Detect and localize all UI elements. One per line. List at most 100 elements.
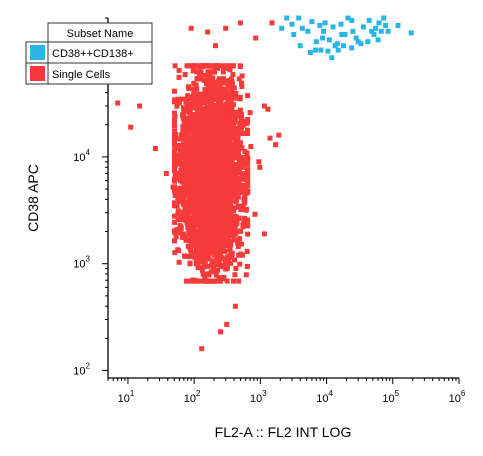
data-point	[228, 188, 234, 194]
data-point	[172, 250, 178, 256]
data-point	[206, 192, 212, 198]
data-point	[217, 137, 223, 143]
data-point	[349, 45, 355, 51]
data-point	[238, 228, 243, 234]
data-point	[183, 169, 189, 174]
data-point	[240, 174, 246, 180]
data-point	[213, 259, 219, 264]
x-tick-base: 10	[250, 393, 262, 405]
data-point	[217, 202, 223, 208]
legend-label-cd38-cd138: CD38++CD138+	[52, 48, 134, 60]
data-point	[256, 159, 262, 165]
data-point	[385, 28, 391, 34]
data-point	[307, 50, 313, 55]
y-tick-base: 10	[73, 152, 85, 164]
data-point	[225, 153, 231, 159]
data-point	[236, 215, 242, 221]
data-point	[240, 222, 246, 228]
data-point	[230, 148, 236, 154]
data-point	[196, 140, 202, 146]
data-point	[231, 196, 237, 202]
data-point	[222, 228, 228, 234]
data-point	[235, 132, 241, 138]
data-point	[338, 21, 344, 27]
data-point	[201, 264, 207, 270]
data-point	[241, 159, 247, 165]
data-point	[196, 187, 201, 193]
data-point	[180, 209, 186, 215]
x-tick-base: 10	[118, 393, 130, 405]
data-point	[200, 168, 206, 173]
data-point	[183, 99, 189, 105]
data-point	[238, 125, 244, 131]
data-point	[233, 163, 239, 169]
series-cd38-cd138	[279, 15, 414, 61]
data-point	[227, 83, 233, 89]
data-point	[184, 220, 190, 226]
data-point	[237, 121, 243, 126]
data-point	[355, 39, 361, 45]
data-point	[235, 185, 240, 191]
data-point	[243, 272, 249, 278]
data-point	[204, 81, 210, 87]
y-tick-base: 10	[73, 365, 85, 377]
data-point	[299, 25, 305, 31]
data-point	[137, 103, 143, 109]
data-point	[236, 76, 242, 82]
data-point	[200, 189, 206, 195]
data-point	[232, 257, 237, 263]
data-point	[201, 253, 207, 259]
data-point	[191, 198, 197, 204]
data-point	[172, 168, 177, 174]
data-point	[350, 28, 356, 34]
data-point	[185, 152, 190, 158]
x-tick-base: 10	[316, 393, 328, 405]
data-point	[209, 278, 215, 284]
data-point	[219, 227, 225, 233]
data-point	[214, 227, 219, 233]
data-point	[192, 63, 198, 69]
data-point	[213, 105, 219, 111]
data-point	[213, 120, 219, 125]
data-point	[188, 103, 193, 109]
data-point	[199, 206, 204, 212]
data-point	[182, 72, 188, 77]
data-point	[238, 116, 244, 122]
data-point	[180, 234, 186, 240]
data-point	[229, 179, 235, 185]
data-point	[209, 187, 215, 193]
data-point	[217, 236, 223, 242]
data-point	[187, 261, 193, 267]
data-point	[201, 192, 207, 198]
data-point	[198, 147, 204, 153]
data-point	[269, 20, 275, 26]
data-point	[213, 128, 219, 134]
data-point	[210, 258, 216, 264]
data-point	[214, 63, 220, 69]
data-point	[353, 35, 359, 41]
data-point	[233, 128, 239, 134]
data-point	[197, 229, 203, 235]
data-point	[395, 23, 401, 28]
x-tick-label: 105	[382, 389, 399, 405]
data-point	[184, 204, 190, 210]
data-point	[197, 232, 203, 238]
data-point	[230, 72, 236, 77]
data-point	[229, 113, 235, 119]
data-point	[172, 147, 177, 153]
data-point	[214, 278, 220, 284]
y-tick-exponent: 3	[86, 255, 91, 264]
data-point	[190, 113, 196, 119]
data-point	[225, 165, 231, 171]
data-point	[213, 124, 219, 130]
data-point	[349, 17, 355, 23]
data-point	[237, 144, 243, 150]
data-point	[232, 221, 238, 227]
data-point	[217, 178, 223, 184]
data-point	[185, 208, 191, 213]
data-point	[199, 268, 205, 274]
data-point	[199, 113, 205, 119]
data-point	[212, 252, 218, 258]
data-point	[209, 220, 215, 226]
data-point	[245, 231, 251, 237]
